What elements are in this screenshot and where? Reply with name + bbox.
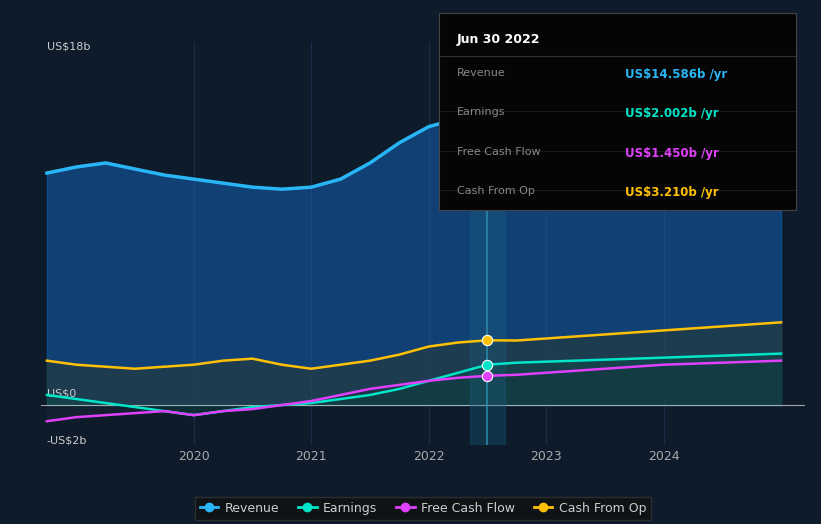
Text: Analysts Forecasts: Analysts Forecasts [502,72,618,85]
Text: Revenue: Revenue [457,68,506,78]
Text: US$18b: US$18b [47,42,90,52]
Text: -US$2b: -US$2b [47,435,87,445]
Text: US$2.002b /yr: US$2.002b /yr [625,107,718,121]
Point [481,106,494,115]
Point [481,361,494,369]
Text: Cash From Op: Cash From Op [457,186,535,196]
Bar [470,42,505,445]
Text: Free Cash Flow: Free Cash Flow [457,147,541,157]
Point [481,372,494,380]
Text: Past: Past [452,72,478,85]
Text: Earnings: Earnings [457,107,506,117]
Text: US$1.450b /yr: US$1.450b /yr [625,147,719,160]
Text: US$0: US$0 [47,389,76,399]
Legend: Revenue, Earnings, Free Cash Flow, Cash From Op: Revenue, Earnings, Free Cash Flow, Cash … [195,497,651,520]
Text: Jun 30 2022: Jun 30 2022 [457,32,540,46]
Point [481,336,494,344]
Text: US$14.586b /yr: US$14.586b /yr [625,68,727,81]
Text: US$3.210b /yr: US$3.210b /yr [625,186,718,199]
